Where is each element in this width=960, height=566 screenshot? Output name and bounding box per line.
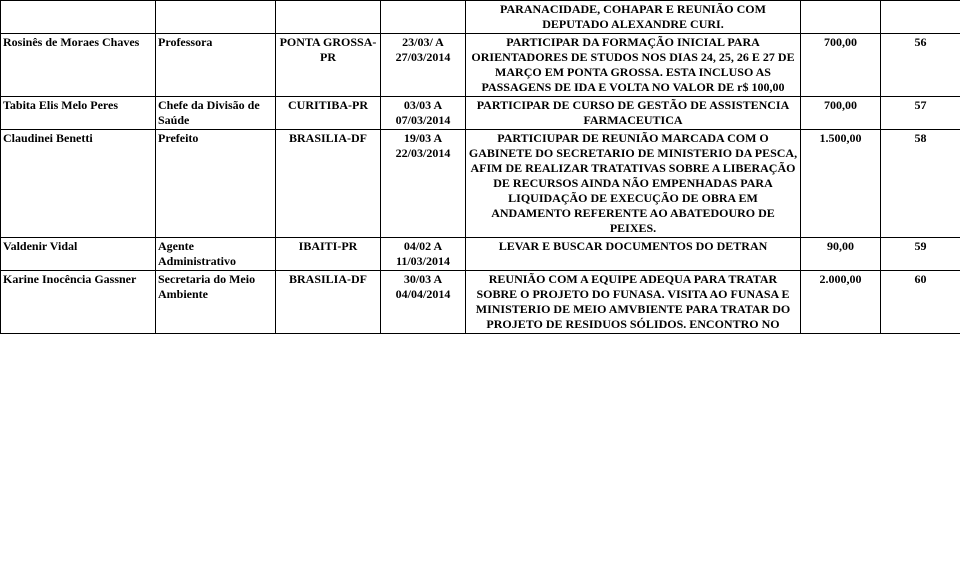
cell-col3: 30/03 A 04/04/2014	[381, 271, 466, 334]
table-row: Karine Inocência GassnerSecretaria do Me…	[1, 271, 960, 334]
cell-col6: 60	[881, 271, 960, 334]
cell-col4: LEVAR E BUSCAR DOCUMENTOS DO DETRAN	[466, 238, 801, 271]
cell-col5: 2.000,00	[801, 271, 881, 334]
cell-col3: 23/03/ A 27/03/2014	[381, 34, 466, 97]
cell-col0: Valdenir Vidal	[1, 238, 156, 271]
table-row: Claudinei BenettiPrefeitoBRASILIA-DF19/0…	[1, 130, 960, 238]
cell-col3: 19/03 A 22/03/2014	[381, 130, 466, 238]
cell-col2: IBAITI-PR	[276, 238, 381, 271]
cell-col1	[156, 1, 276, 34]
cell-col2: BRASILIA-DF	[276, 130, 381, 238]
cell-col3: 03/03 A 07/03/2014	[381, 97, 466, 130]
cell-col0: Claudinei Benetti	[1, 130, 156, 238]
cell-col1: Secretaria do Meio Ambiente	[156, 271, 276, 334]
cell-col6	[881, 1, 960, 34]
table-row: PARANACIDADE, COHAPAR E REUNIÃO COM DEPU…	[1, 1, 960, 34]
cell-col0: Tabita Elis Melo Peres	[1, 97, 156, 130]
cell-col0: Rosinês de Moraes Chaves	[1, 34, 156, 97]
cell-col5: 1.500,00	[801, 130, 881, 238]
cell-col1: Chefe da Divisão de Saúde	[156, 97, 276, 130]
cell-col1: Professora	[156, 34, 276, 97]
cell-col1: Prefeito	[156, 130, 276, 238]
cell-col4: REUNIÃO COM A EQUIPE ADEQUA PARA TRATAR …	[466, 271, 801, 334]
cell-col2	[276, 1, 381, 34]
cell-col0	[1, 1, 156, 34]
cell-col6: 57	[881, 97, 960, 130]
cell-col0: Karine Inocência Gassner	[1, 271, 156, 334]
cell-col4: PARTICIPAR DA FORMAÇÃO INICIAL PARA ORIE…	[466, 34, 801, 97]
cell-col4: PARTICIPAR DE CURSO DE GESTÃO DE ASSISTE…	[466, 97, 801, 130]
cell-col4: PARTICIUPAR DE REUNIÃO MARCADA COM O GAB…	[466, 130, 801, 238]
table-row: Rosinês de Moraes ChavesProfessoraPONTA …	[1, 34, 960, 97]
cell-col1: Agente Administrativo	[156, 238, 276, 271]
cell-col6: 56	[881, 34, 960, 97]
cell-col2: BRASILIA-DF	[276, 271, 381, 334]
travel-expense-table: PARANACIDADE, COHAPAR E REUNIÃO COM DEPU…	[0, 0, 960, 334]
cell-col2: PONTA GROSSA-PR	[276, 34, 381, 97]
cell-col5: 90,00	[801, 238, 881, 271]
cell-col5: 700,00	[801, 34, 881, 97]
cell-col5: 700,00	[801, 97, 881, 130]
cell-col6: 58	[881, 130, 960, 238]
cell-col4: PARANACIDADE, COHAPAR E REUNIÃO COM DEPU…	[466, 1, 801, 34]
cell-col6: 59	[881, 238, 960, 271]
cell-col3: 04/02 A 11/03/2014	[381, 238, 466, 271]
table-row: Tabita Elis Melo PeresChefe da Divisão d…	[1, 97, 960, 130]
cell-col5	[801, 1, 881, 34]
cell-col2: CURITIBA-PR	[276, 97, 381, 130]
cell-col3	[381, 1, 466, 34]
table-row: Valdenir VidalAgente AdministrativoIBAIT…	[1, 238, 960, 271]
